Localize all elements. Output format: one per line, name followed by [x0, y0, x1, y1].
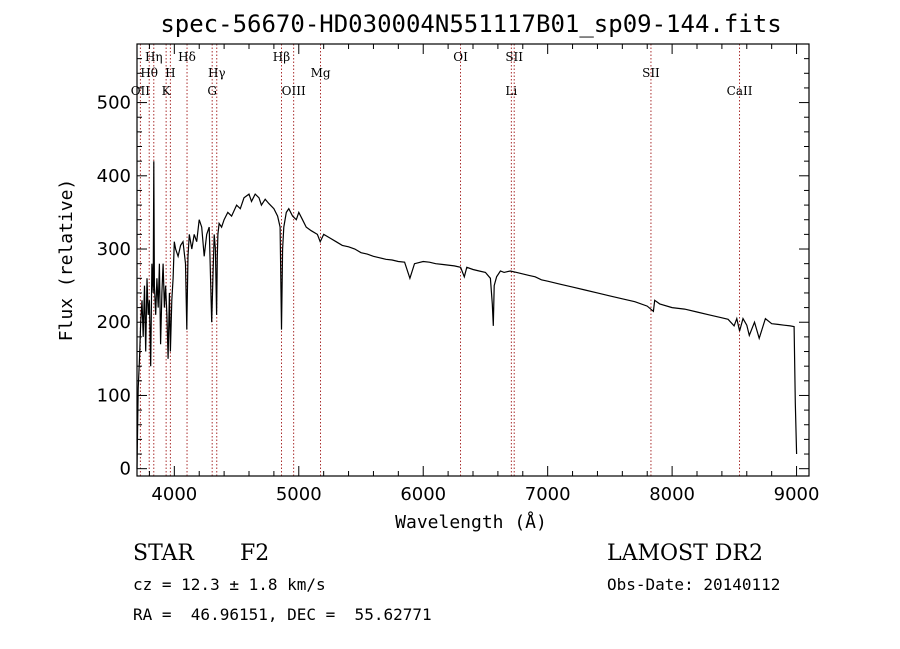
y-tick-label: 0	[120, 459, 131, 480]
spectral-line-label: Hβ	[273, 50, 290, 64]
spectral-line-label: SII	[505, 50, 523, 64]
y-tick-label: 100	[97, 385, 131, 406]
y-tick-label: 300	[97, 239, 131, 260]
x-axis-label: Wavelength (Å)	[395, 511, 547, 533]
spectral-line-label: G	[207, 84, 217, 98]
survey-label: LAMOST DR2	[607, 541, 763, 566]
x-tick-label: 9000	[774, 484, 820, 505]
spectral-line-label: Mg	[311, 66, 331, 80]
spectral-line-label: Hθ	[140, 66, 158, 80]
spectral-line-label: Hη	[145, 50, 163, 64]
spectral-line-label: CaII	[727, 84, 753, 98]
x-tick-label: 8000	[649, 484, 695, 505]
class-label: STAR	[133, 541, 195, 566]
spectral-line-label: Li	[505, 84, 517, 98]
spectral-line-label: Hδ	[178, 50, 196, 64]
spectral-line-label: K	[162, 84, 172, 98]
chart-title: spec-56670-HD030004N551117B01_sp09-144.f…	[160, 10, 781, 38]
x-tick-label: 5000	[276, 484, 322, 505]
spectral-line-label: H	[165, 66, 175, 80]
spectral-line-label: OIII	[282, 84, 306, 98]
plot-frame	[136, 43, 810, 477]
spectral-line-label: OII	[131, 84, 151, 98]
x-tick-label: 4000	[151, 484, 197, 505]
spectral-line-label: OI	[453, 50, 468, 64]
spectral-line-label: SII	[642, 66, 660, 80]
spectral-line-label: Hγ	[208, 66, 226, 80]
spectrum-series-line	[136, 161, 798, 469]
y-tick-label: 400	[97, 166, 131, 187]
radec-text: RA = 46.96151, DEC = 55.62771	[133, 605, 432, 624]
y-tick-label: 500	[97, 93, 131, 114]
y-tick-label: 200	[97, 312, 131, 333]
x-tick-label: 7000	[525, 484, 571, 505]
obs-date-text: Obs-Date: 20140112	[607, 575, 780, 594]
x-axis: 4000 5000 6000 7000 8000 9000	[148, 44, 820, 505]
x-tick-label: 6000	[400, 484, 446, 505]
y-axis: 0 100 200 300 400 500	[97, 58, 809, 480]
y-axis-label: Flux (relative)	[56, 179, 77, 342]
redshift-text: cz = 12.3 ± 1.8 km/s	[133, 575, 326, 594]
subclass-label: F2	[240, 541, 269, 566]
